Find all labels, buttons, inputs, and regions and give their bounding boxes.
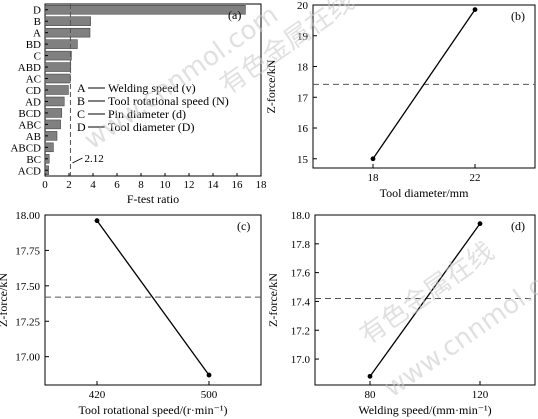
bar [44,85,69,95]
category-label: CD [26,85,41,97]
x-tick-label: 4 [90,179,96,191]
bar [44,62,72,72]
x-tick-label: 10 [160,179,172,191]
x-tick-label: 8 [138,179,144,191]
category-label: ABD [18,62,41,74]
x-tick-label: 14 [208,179,220,191]
y-axis-label: Z-force/kN [0,273,10,327]
x-tick-label: 22 [470,172,481,184]
x-tick-label: 2 [66,179,72,191]
x-axis-label: Tool rotational speed/(r·min⁻¹) [78,403,227,417]
category-label: AD [25,96,41,108]
y-tick-label: 16 [297,123,309,135]
y-tick-label: 17.8 [291,239,311,251]
data-point [94,218,100,224]
legend-key: D [77,120,86,134]
y-tick-label: 17.00 [15,352,40,364]
y-axis-label: Z-force/kN [266,273,280,327]
category-label: AB [26,131,41,143]
series-line [369,223,481,377]
x-tick-label: 0 [42,179,48,191]
category-label: ABC [18,119,41,131]
plot-frame [314,214,536,386]
x-axis-label: Tool diameter/mm [380,186,469,200]
panel-c: 17.00 17.25 17.50 17.75 18.00 420 500 Tool rota… [0,210,262,417]
category-label: BCD [18,108,41,120]
category-label: B [34,16,41,28]
x-axis-label: Welding speed/(mm·min⁻¹) [358,403,491,417]
y-tick-label: 17.0 [291,354,311,366]
reference-pointer [72,157,83,164]
x-tick-label: 18 [368,172,380,184]
series-line [96,220,210,376]
x-tick-label: 16 [232,179,244,191]
bar [44,27,91,38]
legend-text: Welding speed (v) [108,81,196,95]
bar [44,16,91,26]
x-tick-label: 18 [256,179,268,191]
x-tick-label: 6 [114,179,120,191]
category-label: C [34,51,41,63]
category-label: AC [26,74,41,86]
y-tick-label: 17.6 [291,268,311,280]
y-axis-label: Z-force/kN [264,59,278,113]
category-label: BD [26,39,41,51]
data-point [206,372,212,378]
legend-key: A [77,81,86,95]
data-point [472,7,478,13]
y-tick-label: 17.2 [291,325,310,337]
y-tick-label: 17.75 [15,245,40,257]
bar [44,73,71,84]
y-tick-label: 19 [297,31,309,43]
panel-label: (c) [237,219,250,233]
x-tick-label: 12 [184,179,195,191]
reference-label: 2.12 [84,153,103,165]
x-tick-label: 120 [472,389,489,401]
y-tick-label: 15 [297,154,309,166]
y-tick-label: 18.0 [291,210,311,222]
panel-d: 17.0 17.2 17.4 17.6 17.8 18.0 80 120 Welding spe… [266,210,536,417]
legend-key: B [77,94,85,108]
y-tick-label: 17.4 [291,296,311,308]
y-tick-label: 18.00 [15,210,40,222]
y-tick-label: 20 [297,0,309,12]
data-point [370,156,376,162]
y-tick-label: 17 [297,92,309,104]
plot-frame [312,4,536,169]
x-axis-label: F-test ratio [127,192,179,206]
y-tick-label: 17.50 [15,281,40,293]
bar [44,39,78,49]
data-point [477,221,483,227]
bar [44,5,246,15]
plot-frame [44,214,262,386]
legend-key: C [77,107,85,121]
legend-text: Tool diameter (D) [108,120,194,134]
legend-text: Pin diameter (d) [108,107,186,121]
category-label: ACD [18,165,41,177]
y-tick-label: 17.25 [15,316,40,328]
category-label: BC [26,154,41,166]
x-tick-label: 420 [89,389,106,401]
series-line [372,9,476,160]
category-label: ABCD [10,142,41,154]
category-label: A [33,28,41,40]
panel-label: (d) [511,219,525,233]
category-label: D [33,5,41,17]
bar [44,50,72,61]
x-tick-label: 500 [201,389,218,401]
y-tick-label: 18 [297,62,309,74]
legend-text: Tool rotational speed (N) [108,94,229,108]
panel-label-a: (a) [228,8,241,22]
panel-label: (b) [511,9,525,23]
x-tick-label: 80 [365,389,377,401]
data-point [367,373,373,379]
